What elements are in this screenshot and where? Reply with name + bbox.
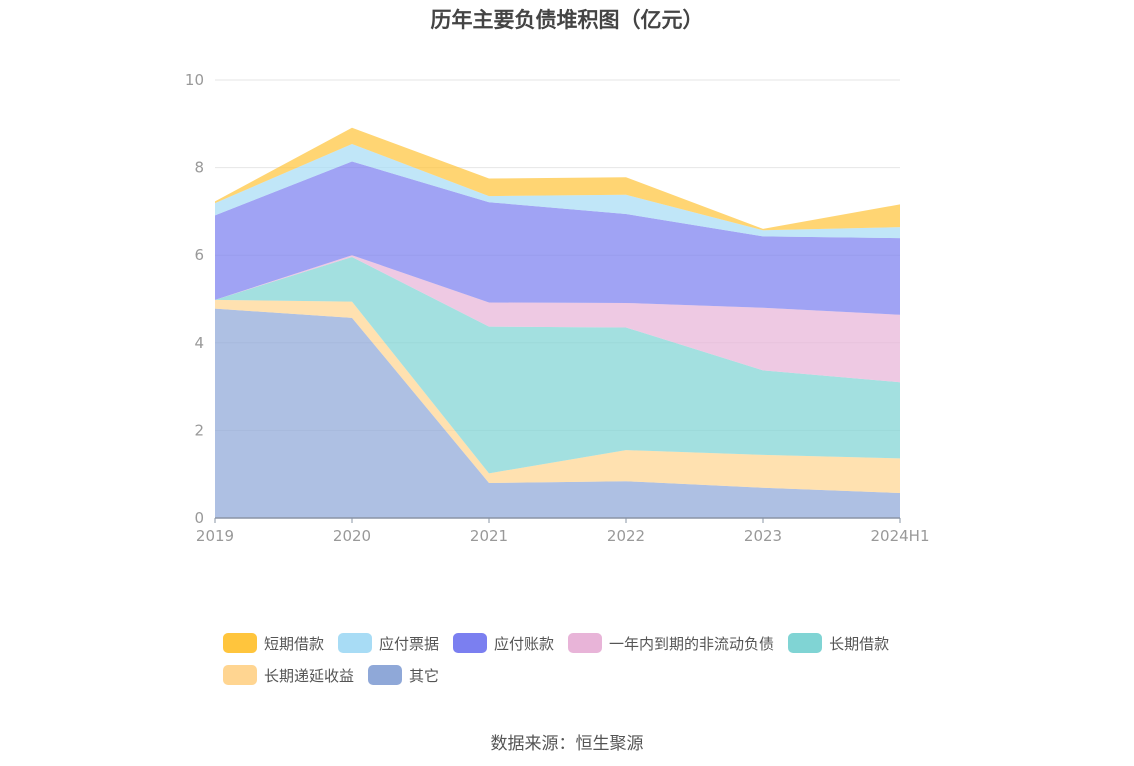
y-tick-label: 2 xyxy=(194,421,204,439)
legend-swatch xyxy=(223,665,257,685)
legend-swatch xyxy=(788,633,823,653)
area-series-3 xyxy=(215,255,900,383)
legend-swatch xyxy=(368,665,403,685)
legend-label: 长期递延收益 xyxy=(264,666,355,685)
legend-item[interactable]: 长期递延收益 xyxy=(223,664,354,686)
chart-title: 历年主要负债堆积图（亿元） xyxy=(430,8,704,32)
legend-label: 长期借款 xyxy=(829,634,890,653)
legend-item[interactable]: 应付票据 xyxy=(338,632,439,654)
area-series-6 xyxy=(215,127,900,231)
legend-label: 其它 xyxy=(409,666,440,685)
x-tick-label: 2023 xyxy=(744,527,782,545)
legend-label: 应付票据 xyxy=(379,634,440,653)
x-tick-label: 2021 xyxy=(470,527,508,545)
legend-item[interactable]: 应付账款 xyxy=(453,632,554,654)
legend-item[interactable]: 一年内到期的非流动负债 xyxy=(568,632,774,654)
x-tick-label: 2020 xyxy=(333,527,371,545)
x-tick-label: 2022 xyxy=(607,527,645,545)
source-text: 数据来源：恒生聚源 xyxy=(490,734,644,754)
legend-swatch xyxy=(338,633,373,653)
x-tick-label: 2024H1 xyxy=(871,527,930,545)
y-tick-label: 4 xyxy=(194,334,204,352)
y-tick-label: 10 xyxy=(185,71,204,89)
axes: 0 2 4 6 8 10 2019 2020 2021 2022 2023 2024H1 xyxy=(185,71,930,545)
legend-item[interactable]: 长期借款 xyxy=(788,632,889,654)
legend-swatch xyxy=(223,633,257,653)
legend-label: 应付账款 xyxy=(494,634,555,653)
legend-label: 一年内到期的非流动负债 xyxy=(609,634,775,653)
area-series-5 xyxy=(215,143,900,239)
x-tick-label: 2019 xyxy=(196,527,234,545)
legend-swatch xyxy=(568,633,603,653)
area-series-4 xyxy=(215,161,900,315)
legend-swatch xyxy=(453,633,488,653)
legend-item[interactable]: 短期借款 xyxy=(223,632,324,654)
legend: 短期借款 应付票据 应付账款 一年内到期的非流动负债 长期借款长期递延收益 其它 xyxy=(223,632,943,686)
legend-label: 短期借款 xyxy=(264,634,325,653)
y-tick-label: 8 xyxy=(194,159,204,177)
area-series-2 xyxy=(215,256,900,474)
y-tick-label: 0 xyxy=(194,509,204,527)
legend-item[interactable]: 其它 xyxy=(368,664,439,686)
y-tick-label: 6 xyxy=(194,246,204,264)
area-series-1 xyxy=(215,299,900,494)
area-series-0 xyxy=(215,308,900,518)
area-series-group xyxy=(215,127,900,518)
